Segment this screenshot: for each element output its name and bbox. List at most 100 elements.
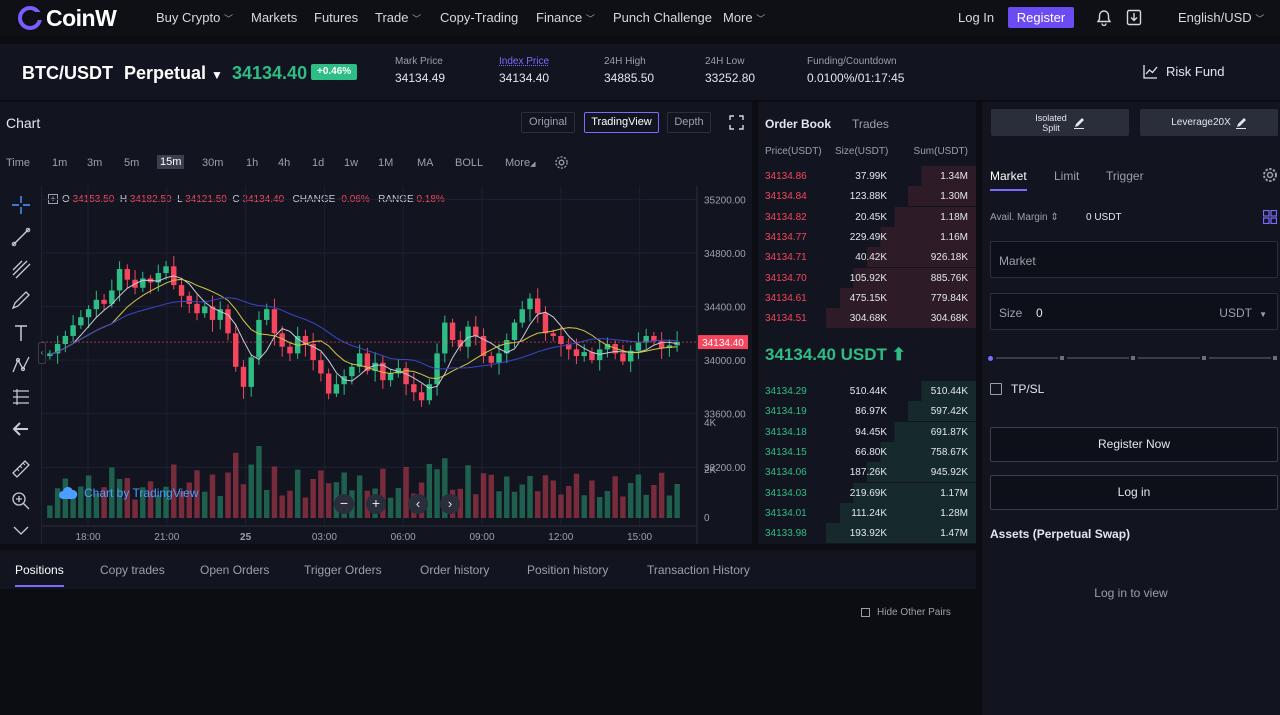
tradingview-watermark[interactable]: Chart by TradingView <box>58 485 199 501</box>
tab-transaction-history[interactable]: Transaction History <box>647 563 750 577</box>
interval-30m[interactable]: 30m <box>202 157 224 169</box>
interval-5m[interactable]: 5m <box>124 157 140 169</box>
tab-order-history[interactable]: Order history <box>420 563 490 577</box>
risk-fund-link[interactable]: Risk Fund <box>1143 64 1225 79</box>
login-to-view[interactable]: Log in to view <box>1094 586 1168 600</box>
nav-markets[interactable]: Markets <box>251 10 298 25</box>
tab-trades[interactable]: Trades <box>852 117 889 131</box>
leverage-button[interactable]: Leverage20X <box>1140 109 1278 136</box>
bid-row[interactable]: 34134.01 111.24K 1.28M <box>758 502 976 523</box>
nav-futures[interactable]: Futures <box>314 10 359 25</box>
tab-positions[interactable]: Positions <box>15 563 64 587</box>
chevron-down-icon: ﹀ <box>1255 14 1265 24</box>
register-now-button[interactable]: Register Now <box>990 427 1278 462</box>
contract-selector[interactable]: Perpetual ▼ <box>124 63 223 83</box>
interval-1h[interactable]: 1h <box>246 157 259 169</box>
interval-4h[interactable]: 4h <box>278 157 291 169</box>
size-slider[interactable] <box>988 354 1280 362</box>
login-button[interactable]: Log in <box>990 475 1278 510</box>
size-unit-select[interactable]: USDT ▼ <box>1219 306 1267 320</box>
brush-icon[interactable] <box>10 290 32 312</box>
tab-copy-trades[interactable]: Copy trades <box>100 563 165 577</box>
interval-1M[interactable]: 1M <box>378 157 394 169</box>
nav-more[interactable]: More ﹀ <box>723 10 766 25</box>
ask-row[interactable]: 34134.86 37.99K 1.34M <box>758 166 976 186</box>
margin-mode-button[interactable]: Isolated Split <box>991 109 1129 136</box>
bid-row[interactable]: 34134.06 187.26K 945.92K <box>758 462 976 483</box>
pair-name[interactable]: BTC/USDT <box>22 63 113 83</box>
tab-limit[interactable]: Limit <box>1054 169 1080 183</box>
text-tool-icon[interactable] <box>10 322 32 344</box>
zoom-in-button[interactable]: + <box>366 494 386 514</box>
trend-line-icon[interactable] <box>10 226 32 248</box>
ask-row[interactable]: 34134.77 229.49K 1.16M <box>758 226 976 247</box>
tab-order-book[interactable]: Order Book <box>765 117 832 131</box>
interval-3m[interactable]: 3m <box>87 157 103 169</box>
scroll-left-button[interactable]: ‹ <box>408 494 428 514</box>
tab-position-history[interactable]: Position history <box>527 563 609 577</box>
ask-row[interactable]: 34134.70 105.92K 885.76K <box>758 267 976 288</box>
order-size: 219.69K <box>849 487 887 499</box>
crosshair-icon[interactable] <box>10 194 32 216</box>
interval-more[interactable]: More◢ <box>505 157 536 169</box>
language-selector[interactable]: English/USD ﹀ <box>1178 10 1265 25</box>
zoom-out-button[interactable]: − <box>334 494 354 514</box>
ask-row[interactable]: 34134.82 20.45K 1.18M <box>758 206 976 227</box>
ask-row[interactable]: 34134.51 304.68K 304.68K <box>758 308 976 329</box>
candle-body <box>78 317 84 326</box>
hide-other-pairs-checkbox[interactable] <box>861 608 870 617</box>
ask-row[interactable]: 34134.84 123.88K 1.30M <box>758 186 976 207</box>
register-button[interactable]: Register <box>1008 7 1074 28</box>
nav-copy-trading[interactable]: Copy-Trading <box>440 10 519 25</box>
interval-1w[interactable]: 1w <box>344 157 359 169</box>
login-link[interactable]: Log In <box>958 10 995 25</box>
size-field[interactable]: Size 0 USDT ▼ <box>990 293 1278 330</box>
bid-row[interactable]: 34134.03 219.69K 1.17M <box>758 482 976 503</box>
arrow-left-icon[interactable] <box>10 418 32 440</box>
view-original[interactable]: Original <box>521 112 575 133</box>
bid-row[interactable]: 34134.19 86.97K 597.42K <box>758 401 976 422</box>
view-tradingview[interactable]: TradingView <box>584 112 659 133</box>
bell-icon[interactable] <box>1096 9 1112 26</box>
nav-finance[interactable]: Finance ﹀ <box>536 10 595 25</box>
price-field[interactable]: Market <box>990 241 1278 278</box>
interval-1d[interactable]: 1d <box>312 157 325 169</box>
form-settings-gear-icon[interactable] <box>1262 167 1278 183</box>
pattern-tool-icon[interactable] <box>10 354 32 376</box>
ruler-icon[interactable] <box>10 458 32 480</box>
collapse-chevron-icon[interactable] <box>10 524 32 538</box>
bid-row[interactable]: 34134.15 66.80K 758.67K <box>758 441 976 462</box>
download-icon[interactable] <box>1126 9 1142 26</box>
indicator-boll[interactable]: BOLL <box>455 157 484 169</box>
slider-thumb[interactable] <box>988 356 993 361</box>
scroll-right-button[interactable]: › <box>440 494 460 514</box>
order-sum: 1.34M <box>940 171 968 182</box>
fib-tool-icon[interactable] <box>10 258 32 280</box>
tab-trigger-orders[interactable]: Trigger Orders <box>304 563 382 577</box>
indicator-ma[interactable]: MA <box>417 157 434 169</box>
toolbar-collapse-handle[interactable]: ‹ <box>38 342 46 364</box>
tpsl-checkbox[interactable] <box>990 383 1002 395</box>
interval-1m[interactable]: 1m <box>52 157 68 169</box>
tab-market[interactable]: Market <box>990 169 1027 191</box>
zoom-in-icon[interactable] <box>10 490 32 512</box>
bid-row[interactable]: 34134.29 510.44K 510.44K <box>758 381 976 401</box>
interval-15m[interactable]: 15m <box>157 155 185 169</box>
interval-time[interactable]: Time <box>6 157 31 169</box>
fullscreen-icon[interactable] <box>729 115 744 130</box>
nav-trade[interactable]: Trade ﹀ <box>375 10 422 25</box>
view-depth[interactable]: Depth <box>667 112 711 133</box>
bid-row[interactable]: 34134.18 94.45K 691.87K <box>758 421 976 442</box>
nav-punch-challenge[interactable]: Punch Challenge <box>613 10 713 25</box>
stat-index-price[interactable]: Index Price 34134.40 <box>499 56 550 85</box>
tab-open-orders[interactable]: Open Orders <box>200 563 270 577</box>
settings-gear-icon[interactable] <box>554 155 569 170</box>
bid-row[interactable]: 34133.98 193.92K 1.47M <box>758 523 976 544</box>
nav-buy-crypto[interactable]: Buy Crypto ﹀ <box>156 10 233 25</box>
tab-trigger[interactable]: Trigger <box>1106 169 1144 183</box>
transfer-grid-icon[interactable] <box>1263 210 1277 224</box>
ask-row[interactable]: 34134.71 40.42K 926.18K <box>758 247 976 268</box>
brand-logo[interactable]: CoinW <box>18 4 117 32</box>
prediction-tool-icon[interactable] <box>10 386 32 408</box>
ask-row[interactable]: 34134.61 475.15K 779.84K <box>758 287 976 308</box>
